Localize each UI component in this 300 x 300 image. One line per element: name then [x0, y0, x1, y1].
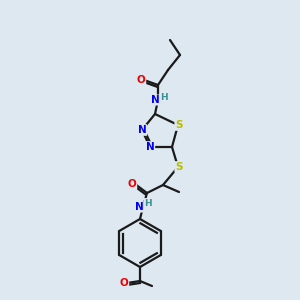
- Text: O: O: [136, 75, 146, 85]
- Text: S: S: [175, 120, 183, 130]
- Text: N: N: [146, 142, 154, 152]
- Text: H: H: [144, 199, 152, 208]
- Text: S: S: [175, 162, 183, 172]
- Text: H: H: [160, 92, 168, 101]
- Text: N: N: [151, 95, 159, 105]
- Text: N: N: [138, 125, 146, 135]
- Text: O: O: [120, 278, 128, 288]
- Text: O: O: [128, 179, 136, 189]
- Text: N: N: [135, 202, 143, 212]
